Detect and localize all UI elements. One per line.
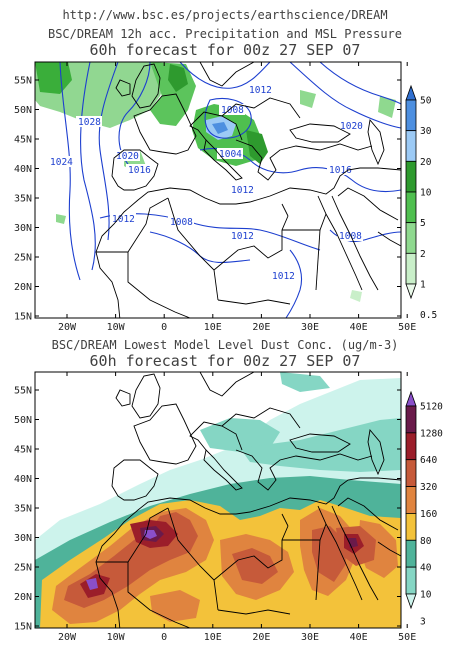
lat-label: 30N xyxy=(14,533,32,544)
lon-label: 20W xyxy=(58,322,77,333)
isobar-labels: 1012 1028 1008 1020 1024 1020 1016 1004 … xyxy=(48,84,364,282)
lat-label: 40N xyxy=(14,474,32,485)
bottom-map-subtitle: 60h forecast for 00z 27 SEP 07 xyxy=(89,352,361,370)
lat-label: 45N xyxy=(14,135,32,146)
isobar-label: 1012 xyxy=(231,185,254,196)
isobar-label: 1020 xyxy=(340,121,363,132)
lon-label: 10E xyxy=(204,632,222,643)
lon-label: 40E xyxy=(350,322,368,333)
lat-label: 50N xyxy=(14,105,32,116)
colorbar-segment xyxy=(405,191,417,224)
lat-label: 20N xyxy=(14,282,32,293)
colorbar-cap xyxy=(405,84,417,101)
colorbar-label: 5 xyxy=(420,218,426,229)
lat-label: 15N xyxy=(14,312,32,323)
colorbar-segment xyxy=(405,432,417,461)
dust-colorbar: 5120 1280 640 320 160 80 40 10 3 xyxy=(405,390,443,627)
colorbar-segment xyxy=(405,99,417,132)
lon-label: 30E xyxy=(301,322,319,333)
colorbar-label: 5120 xyxy=(420,402,443,413)
colorbar-label: 320 xyxy=(420,482,437,493)
isobar-label: 1004 xyxy=(219,149,242,160)
lat-label: 55N xyxy=(14,76,32,87)
colorbar-label: 10 xyxy=(420,188,432,199)
lat-label: 35N xyxy=(14,504,32,515)
lon-label: 50E xyxy=(398,632,416,643)
colorbar-segment xyxy=(405,513,417,541)
top-map-subtitle: 60h forecast for 00z 27 SEP 07 xyxy=(89,41,361,59)
isobar-label: 1016 xyxy=(128,165,151,176)
colorbar-label: 640 xyxy=(420,455,437,466)
lon-label: 20W xyxy=(58,632,77,643)
colorbar-label: 20 xyxy=(420,157,432,168)
lat-label: 40N xyxy=(14,164,32,175)
isobar-label: 1012 xyxy=(272,271,295,282)
top-map-title: BSC/DREAM 12h acc. Precipitation and MSL… xyxy=(47,27,402,41)
isobar-label: 1028 xyxy=(78,117,101,128)
lat-label: 15N xyxy=(14,622,32,633)
top-map-axes: 55N 50N 45N 40N 35N 30N 25N 20N 15N 20W 10W 0 10E 20E… xyxy=(14,62,416,333)
dust-map: 55N 50N 45N 40N 35N 30N 25N 20N 15N 20W 10W 0 10E 20E… xyxy=(14,371,416,643)
isobar-label: 1012 xyxy=(231,231,254,242)
colorbar-segment xyxy=(405,539,417,568)
lat-label: 25N xyxy=(14,563,32,574)
isobar-label: 1012 xyxy=(112,214,135,225)
colorbar-segment xyxy=(405,222,417,254)
lat-label: 30N xyxy=(14,223,32,234)
precip-map: 1012 1028 1008 1020 1024 1020 1016 1004 … xyxy=(14,61,416,333)
lon-label: 10W xyxy=(107,632,126,643)
lon-label: 20E xyxy=(252,632,270,643)
colorbar-segment xyxy=(405,160,417,193)
isobar-label: 1008 xyxy=(170,217,193,228)
colorbar-segment xyxy=(405,459,417,487)
colorbar-label: 1 xyxy=(420,280,426,291)
precip-colorbar: 50 30 20 10 5 2 1 0.5 xyxy=(405,84,437,321)
lon-label: 40E xyxy=(350,632,368,643)
lat-label: 50N xyxy=(14,415,32,426)
lat-label: 35N xyxy=(14,194,32,205)
isobar-label: 1008 xyxy=(221,105,244,116)
colorbar-segment xyxy=(405,566,417,595)
colorbar-label: 40 xyxy=(420,563,432,574)
lon-label: 0 xyxy=(161,632,167,643)
lon-label: 0 xyxy=(161,322,167,333)
colorbar-label: 50 xyxy=(420,96,432,107)
colorbar-segment xyxy=(405,405,417,434)
colorbar-label: 80 xyxy=(420,536,432,547)
colorbar-cap xyxy=(405,593,417,610)
isobar-label: 1020 xyxy=(116,151,139,162)
colorbar-cap xyxy=(405,283,417,300)
colorbar-label: 2 xyxy=(420,249,426,260)
colorbar-label: 1280 xyxy=(420,428,443,439)
colorbar-label: 0.5 xyxy=(420,310,437,321)
colorbar-label: 160 xyxy=(420,509,437,520)
lat-label: 20N xyxy=(14,592,32,603)
isobar-label: 1008 xyxy=(339,231,362,242)
colorbar-segment xyxy=(405,486,417,514)
colorbar-segment xyxy=(405,252,417,285)
colorbar-cap xyxy=(405,390,417,407)
source-url: http://www.bsc.es/projects/earthscience/… xyxy=(62,8,388,22)
lon-label: 20E xyxy=(252,322,270,333)
colorbar-label: 3 xyxy=(420,616,426,627)
isobar-label: 1016 xyxy=(329,165,352,176)
lon-label: 10W xyxy=(107,322,126,333)
lat-label: 45N xyxy=(14,445,32,456)
isobar-label: 1012 xyxy=(249,85,272,96)
isobar-label: 1024 xyxy=(50,157,73,168)
lat-label: 25N xyxy=(14,253,32,264)
lat-label: 55N xyxy=(14,386,32,397)
colorbar-segment xyxy=(405,130,417,162)
bottom-map-axes: 55N 50N 45N 40N 35N 30N 25N 20N 15N 20W 10W 0 10E 20E… xyxy=(14,372,416,643)
colorbar-label: 10 xyxy=(420,590,432,601)
bottom-map-title: BSC/DREAM Lowest Model Level Dust Conc. … xyxy=(51,338,399,352)
lon-label: 30E xyxy=(301,632,319,643)
lon-label: 50E xyxy=(398,322,416,333)
lon-label: 10E xyxy=(204,322,222,333)
colorbar-label: 30 xyxy=(420,126,432,137)
